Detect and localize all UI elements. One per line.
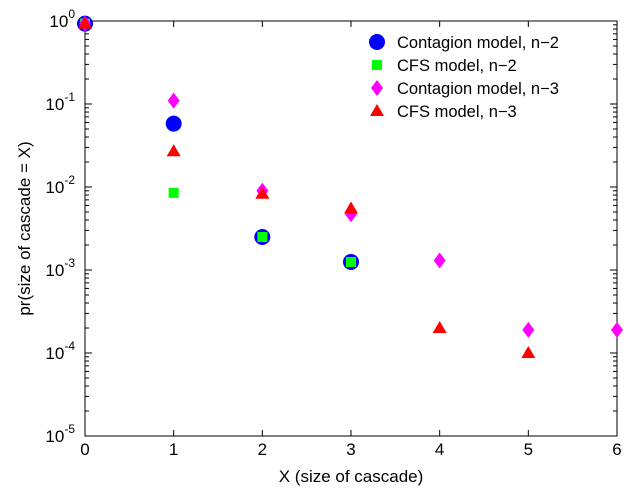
legend-item: CFS model, n−3	[370, 103, 517, 121]
x-tick-label: 0	[80, 440, 89, 459]
x-axis-label: X (size of cascade)	[279, 467, 424, 486]
legend-item: CFS model, n−2	[372, 57, 517, 75]
y-tick-label: 10-4	[45, 339, 75, 363]
plot-area	[84, 20, 618, 437]
x-tick-label: 3	[346, 440, 355, 459]
legend: Contagion model, n−2 CFS model, n−2 Contag…	[369, 34, 559, 121]
x-tick-label: 5	[524, 440, 533, 459]
legend-marker-square	[372, 60, 382, 70]
legend-label: Contagion model, n−2	[397, 34, 559, 52]
legend-label: CFS model, n−3	[397, 103, 517, 121]
data-point-triangle	[521, 346, 536, 358]
y-tick-label: 100	[49, 7, 75, 31]
plot-frame	[84, 20, 618, 437]
y-tick-label: 10-1	[45, 90, 75, 114]
y-tick-label: 10-3	[45, 256, 75, 280]
data-point-triangle	[432, 321, 447, 334]
data-point-diamond	[522, 321, 535, 338]
data-point-triangle	[344, 201, 358, 214]
legend-label: CFS model, n−2	[397, 57, 517, 75]
data-point-diamond	[611, 321, 623, 338]
data-point-triangle	[166, 144, 181, 157]
y-tick-label: 10-2	[45, 173, 75, 197]
data-point-square	[168, 187, 179, 198]
legend-marker-diamond	[371, 80, 383, 96]
data-point-diamond	[433, 252, 446, 269]
data-point-triangle	[255, 186, 270, 199]
data-point-square	[257, 231, 268, 242]
x-tick-label: 4	[435, 440, 444, 459]
data-point-circle	[165, 115, 182, 132]
data-point-diamond	[167, 92, 180, 109]
x-axis: 0 1 2 3 4 5 6	[80, 21, 622, 459]
x-tick-label: 1	[169, 440, 178, 459]
data-point-square	[346, 256, 356, 267]
x-tick-label: 6	[612, 440, 621, 459]
legend-marker-triangle	[370, 104, 384, 116]
legend-item: Contagion model, n−3	[371, 80, 559, 98]
x-tick-label: 2	[258, 440, 267, 459]
y-axis-label: pr(size of cascade = X)	[15, 141, 34, 315]
data-point-triangle	[78, 16, 92, 29]
legend-label: Contagion model, n−3	[397, 80, 559, 98]
legend-marker-circle	[369, 34, 385, 50]
legend-item: Contagion model, n−2	[369, 34, 559, 52]
data-points	[77, 15, 623, 358]
series-triangle	[78, 16, 536, 358]
y-tick-label: 10-5	[45, 422, 75, 446]
